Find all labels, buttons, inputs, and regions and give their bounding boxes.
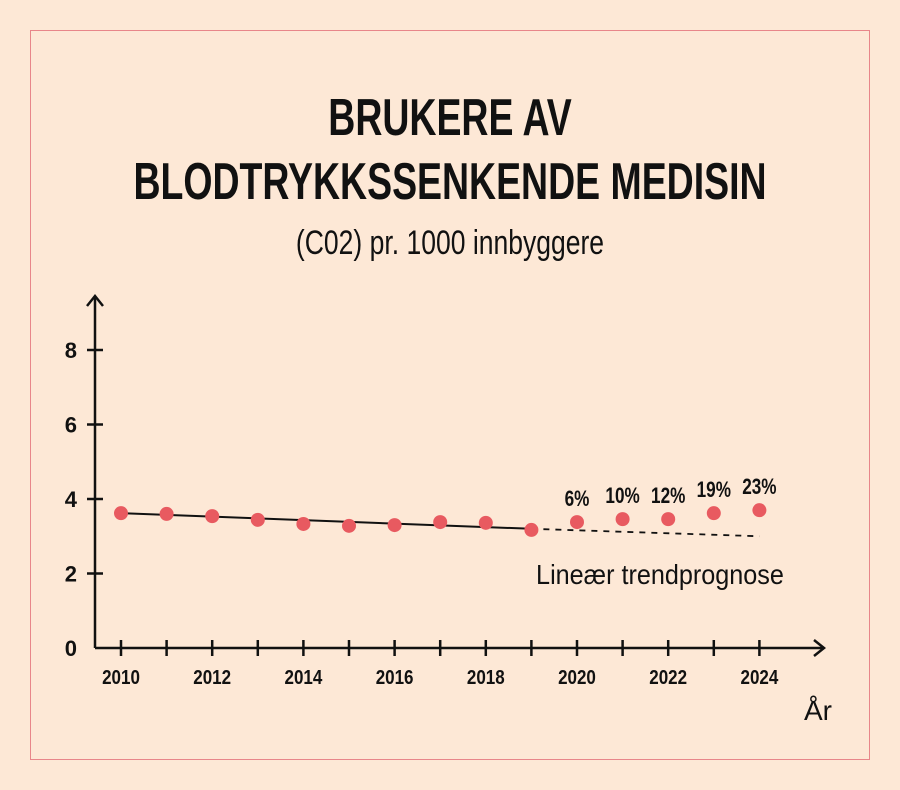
y-tick-label: 8 (65, 338, 77, 363)
y-tick-label: 2 (65, 562, 77, 587)
percent-annotation: 6% (565, 487, 590, 512)
data-point (296, 516, 311, 531)
percent-annotation: 23% (742, 475, 777, 500)
data-point (205, 509, 220, 524)
data-point (433, 515, 448, 530)
data-point (752, 503, 767, 518)
x-tick-label: 2010 (102, 666, 140, 689)
trend-forecast-line (531, 527, 760, 538)
x-axis-arrow-icon (813, 639, 827, 657)
data-point (706, 506, 721, 521)
x-tick-label: 2016 (376, 666, 414, 689)
y-tick-label: 4 (65, 487, 78, 512)
data-point (661, 512, 676, 527)
x-axis-label: År (804, 695, 832, 726)
x-tick-label: 2022 (649, 666, 687, 689)
data-point (615, 512, 630, 527)
y-tick-label: 6 (65, 413, 77, 438)
data-point (114, 506, 128, 521)
x-tick-label: 2024 (741, 666, 779, 689)
chart-title: BRUKERE AV (328, 89, 572, 147)
chart-title-line2: BLODTRYKKSSENKENDE MEDISIN (133, 153, 767, 211)
y-axis-arrow-icon (86, 293, 104, 307)
percent-annotation: 19% (697, 478, 732, 503)
data-point (387, 518, 402, 533)
y-tick-label: 0 (65, 636, 77, 661)
trend-label: Lineær trendprognose (536, 559, 784, 591)
data-point (478, 515, 493, 530)
x-tick-label: 2020 (558, 666, 596, 689)
percent-annotation: 10% (605, 484, 640, 509)
chart-subtitle: (C02) pr. 1000 innbyggere (295, 224, 605, 262)
x-tick-label: 2014 (285, 666, 323, 689)
data-point (250, 512, 265, 527)
data-point (342, 518, 356, 533)
x-tick-label: 2012 (193, 666, 231, 689)
x-tick-label: 2018 (467, 666, 505, 689)
chart-frame (30, 30, 870, 760)
data-point (159, 506, 174, 521)
data-point (570, 515, 584, 530)
percent-annotation: 12% (651, 484, 686, 509)
trend-line (120, 512, 532, 530)
data-point (524, 522, 539, 537)
